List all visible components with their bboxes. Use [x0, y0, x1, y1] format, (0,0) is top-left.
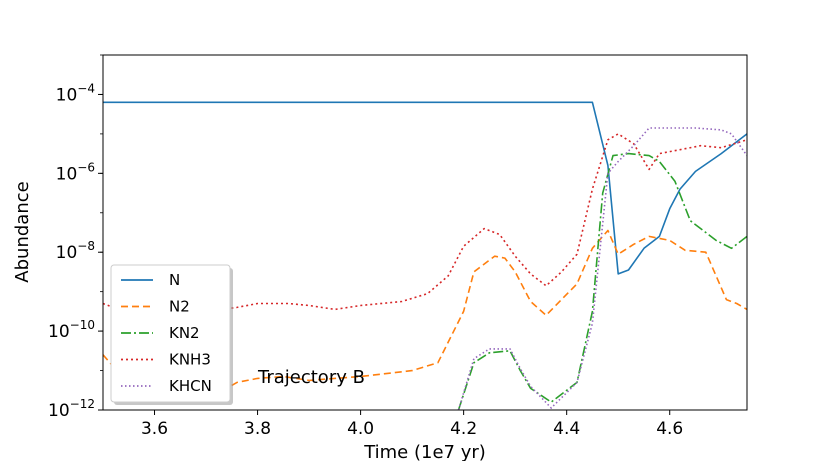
- legend-label-n: N: [169, 271, 180, 289]
- x-axis-ticks: 3.6 3.8 4.0 4.2 4.4 4.6: [141, 410, 683, 439]
- y-axis-label: Abundance: [12, 181, 33, 282]
- y-tick-label: 10−10: [48, 318, 95, 342]
- x-axis-label: Time (1e7 yr): [363, 442, 486, 461]
- x-tick-label: 4.4: [553, 419, 580, 439]
- x-tick-label: 3.6: [141, 419, 168, 439]
- plot-frame: [102, 54, 748, 411]
- x-tick-label: 3.8: [244, 419, 271, 439]
- series-line-n: [103, 101, 747, 275]
- trajectory-annotation: Trajectory B: [257, 367, 365, 388]
- legend-label-khcn: KHCN: [169, 377, 212, 395]
- y-tick-label: 10−6: [56, 160, 95, 184]
- legend-label-kn2: KN2: [169, 324, 200, 342]
- series-line-khcn: [457, 127, 747, 410]
- series-line-knh3: [103, 133, 747, 315]
- legend-label-n2: N2: [169, 298, 190, 316]
- x-tick-label: 4.0: [347, 419, 374, 439]
- series-line-kn2: [457, 152, 747, 410]
- y-tick-label: 10−4: [56, 81, 95, 105]
- legend-label-knh3: KNH3: [169, 351, 211, 369]
- y-axis-ticks: 10−4 10−6 10−8 10−10 10−12: [48, 54, 103, 421]
- x-tick-label: 4.6: [656, 419, 683, 439]
- legend: N N2 KN2 KNH3 KHCN: [110, 264, 233, 405]
- x-tick-label: 4.2: [450, 419, 477, 439]
- y-tick-label: 10−8: [56, 239, 95, 263]
- y-tick-label: 10−12: [48, 397, 95, 421]
- legend-box: [110, 264, 231, 403]
